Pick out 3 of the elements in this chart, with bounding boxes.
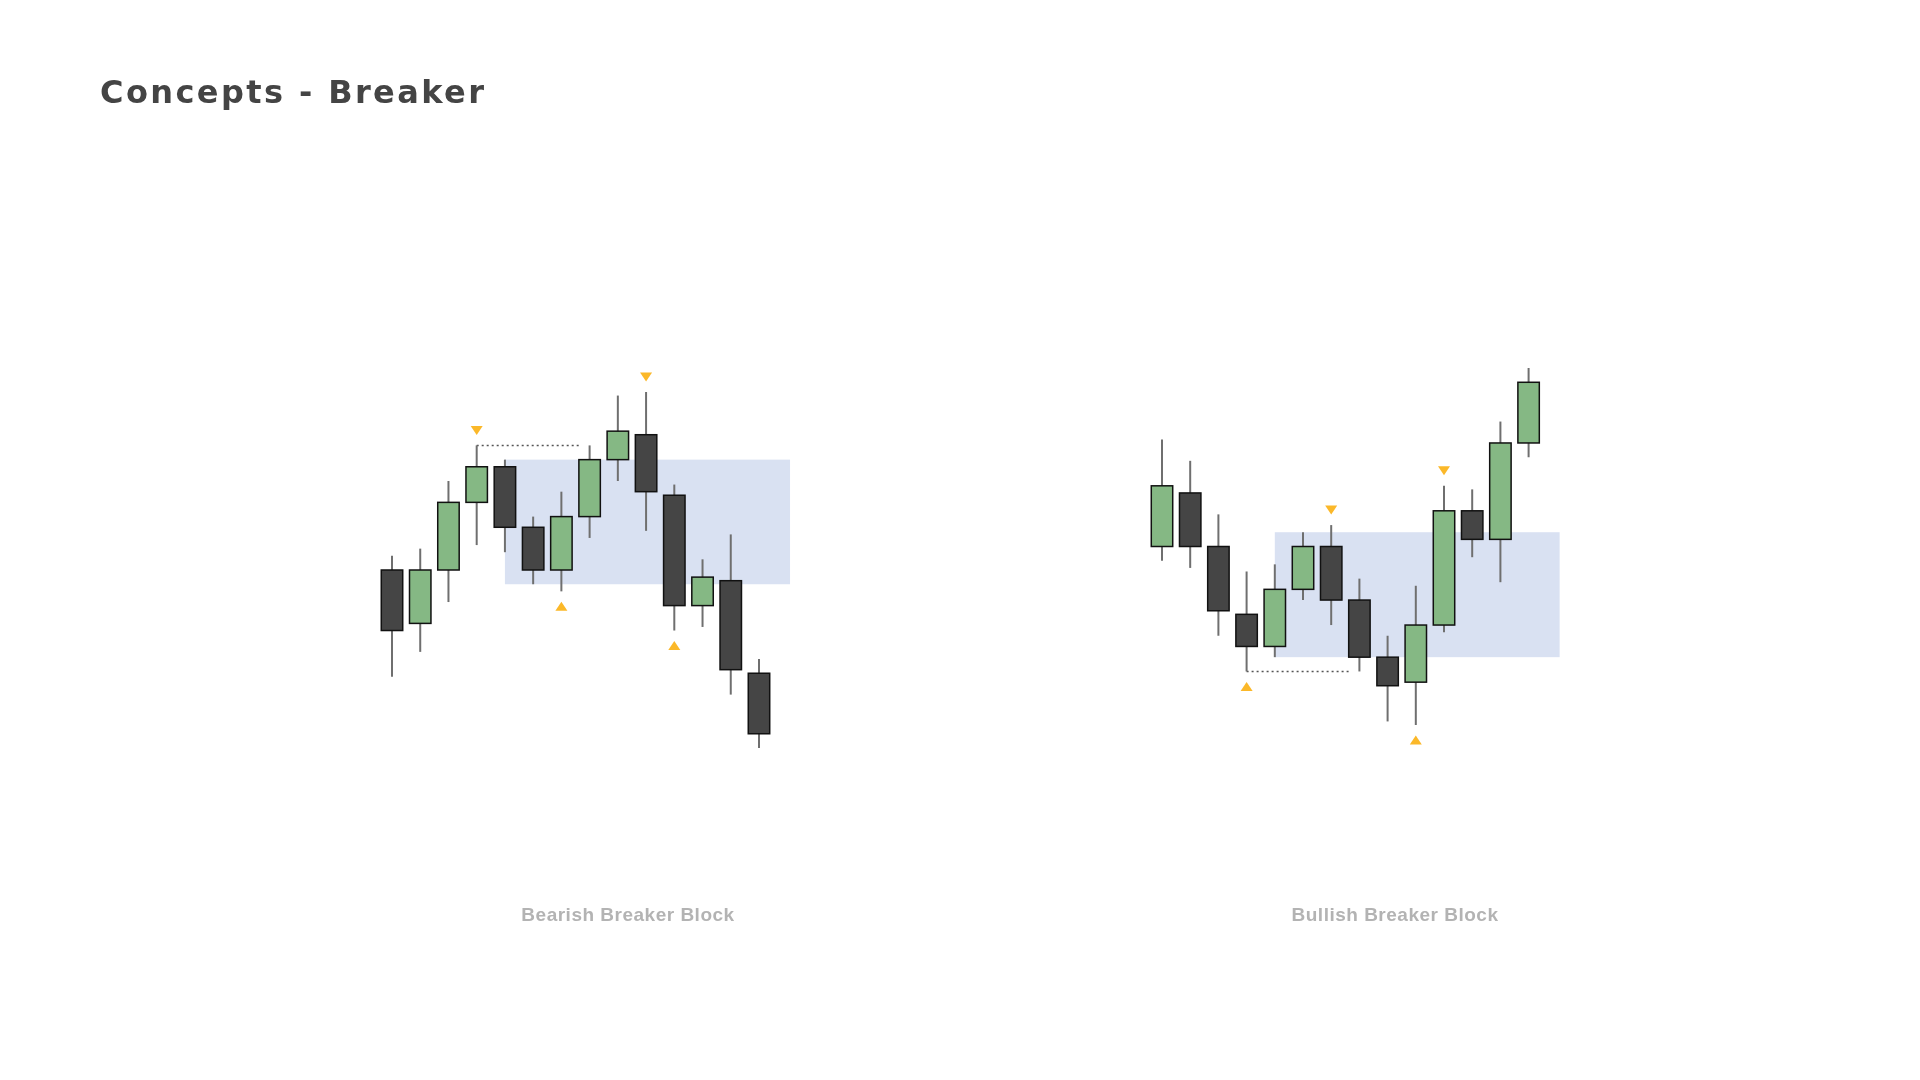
chart-title: Concepts - Breaker [100,73,487,111]
x-axis-title: Bearish Breaker Block [521,904,735,925]
x-axis-title: Bullish Breaker Block [1291,904,1499,925]
